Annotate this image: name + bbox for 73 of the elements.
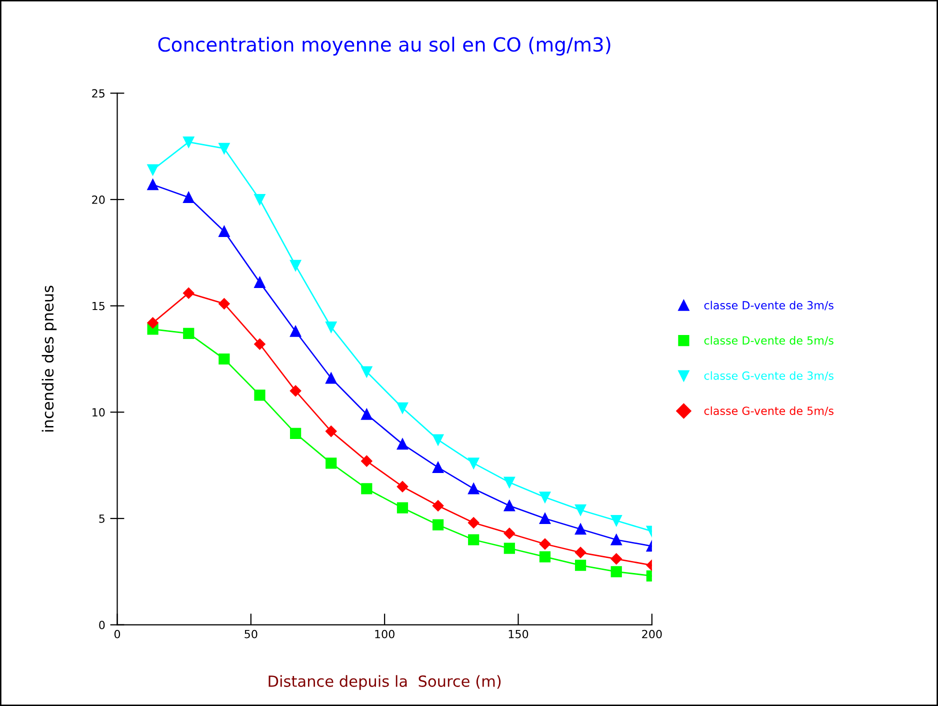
point (290, 385, 302, 397)
point (432, 434, 444, 446)
point (218, 142, 230, 154)
point (432, 462, 444, 474)
point (539, 492, 551, 503)
point (361, 483, 372, 494)
point (326, 458, 337, 469)
point (361, 455, 372, 467)
x-tick-label: 150 (508, 630, 528, 638)
point (396, 402, 408, 414)
point (254, 194, 266, 206)
point (326, 322, 337, 333)
point (290, 428, 302, 439)
point (504, 476, 515, 488)
point (326, 426, 337, 437)
y-tick-label: 10 (92, 408, 105, 417)
point (504, 500, 515, 512)
point (539, 551, 551, 562)
point (218, 298, 230, 310)
point (539, 538, 551, 550)
point (610, 515, 622, 526)
point (290, 326, 302, 337)
point (468, 458, 480, 469)
x-tick-label: 200 (642, 630, 662, 638)
x-axis-title: Distance depuis la Source (m) (268, 675, 501, 690)
point (147, 164, 158, 176)
point (574, 524, 586, 535)
point (361, 366, 372, 378)
point (183, 136, 194, 148)
point (396, 438, 408, 450)
point (254, 390, 266, 401)
y-tick-label: 15 (92, 302, 104, 310)
point (574, 504, 586, 516)
point (396, 502, 408, 514)
x-tick-label: 0 (114, 630, 120, 638)
point (610, 566, 622, 578)
point (468, 483, 480, 494)
point (326, 372, 337, 384)
point (432, 519, 444, 530)
point (610, 553, 622, 564)
point (468, 517, 480, 528)
y-tick-label: 20 (92, 195, 105, 204)
y-tick-label: 0 (99, 620, 105, 630)
point (539, 512, 551, 524)
point (396, 480, 408, 492)
y-tick-label: 5 (99, 514, 104, 523)
x-tick-label: 100 (375, 630, 394, 638)
point (183, 192, 194, 203)
point (574, 560, 586, 571)
point (218, 353, 230, 365)
legend-label: classe G-vente de 5m/s (704, 406, 834, 416)
point (183, 287, 194, 299)
point (361, 408, 372, 420)
legend-label: classe D-vente de 5m/s (704, 336, 834, 346)
point (183, 328, 194, 340)
point (147, 179, 158, 190)
point (290, 260, 302, 271)
x-tick-label: 50 (244, 630, 258, 638)
point (254, 338, 266, 350)
point (218, 226, 230, 237)
y-axis-title: incendie des pneus (42, 286, 57, 432)
legend-label: classe D-vente de 3m/s (704, 300, 834, 310)
point (504, 542, 515, 554)
y-tick-label: 25 (92, 89, 104, 98)
point (147, 317, 158, 328)
point (504, 528, 516, 539)
point (432, 500, 444, 512)
legend-label: classe G-vente de 3m/s (704, 371, 834, 381)
point (254, 276, 266, 288)
chart-title: Concentration moyenne au sol en CO (mg/m3) (158, 36, 610, 56)
point (610, 534, 622, 546)
point (574, 546, 586, 558)
point (468, 534, 480, 546)
